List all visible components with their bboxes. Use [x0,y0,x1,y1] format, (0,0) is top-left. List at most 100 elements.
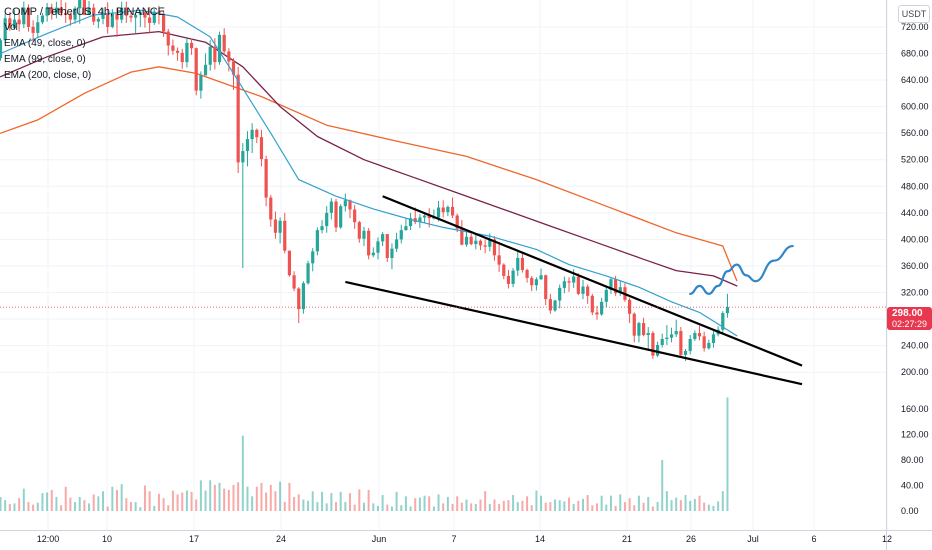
volume-bar [241,435,244,511]
candle-body [115,13,119,20]
candle-body [553,300,557,311]
volume-bar [423,495,426,511]
volume-bar [675,497,678,511]
candle-body [129,15,133,18]
volume-bar [22,488,25,511]
time-tick-label: 21 [622,534,632,544]
price-tick-label: 720.00 [901,22,929,32]
candle-body [273,219,278,233]
candle-body [446,206,450,213]
volume-bar [120,484,123,511]
candle-body [618,287,622,294]
volume-bar [246,486,249,511]
volume-bar [516,502,519,511]
volume-bar [502,500,505,511]
volume-bar [712,505,715,511]
candle-body [455,215,459,229]
volume-bar [232,484,235,511]
volume-bar [148,491,151,511]
candle-body [0,40,3,59]
volume-bar [418,497,421,511]
volume-bar [512,495,515,511]
volume-bar [470,503,473,511]
volume-bar [325,503,328,511]
candle-body [31,26,35,33]
volume-bar [376,505,379,511]
candle-body [567,281,571,283]
candle-body [297,288,301,310]
volume-bar [609,495,612,511]
volume-bar [237,482,240,511]
candle-body [395,239,399,249]
volume-bar [223,488,226,511]
volume-bar [591,505,594,511]
candle-body [614,279,618,294]
candle-body [609,279,613,290]
candle-body [120,7,124,20]
volume-bar [213,484,216,511]
volume-bar [111,486,114,511]
volume-bar [628,498,631,511]
volume-bar [605,504,608,511]
candle-body [26,7,31,27]
last-price-value: 298.00 [892,308,923,319]
trendline-upper [382,195,803,367]
volume-bar [651,506,654,511]
volume-bar [218,482,221,511]
candle-body [539,275,543,280]
volume-tick-label: 160.00 [901,404,929,414]
volume-bar [125,498,128,511]
last-price-badge: 298.00 02:27:29 [887,307,932,330]
volume-tick-label: 120.00 [901,429,929,439]
candle-body [259,137,264,160]
volume-bar [540,495,543,511]
candle-body [497,255,501,265]
candle-body [390,248,394,258]
volume-bar [721,491,724,511]
volume-bar [465,499,468,511]
legend-ema200[interactable]: EMA (200, close, 0) [4,70,92,81]
candle-body [157,11,161,14]
candle-body [399,230,403,240]
currency-badge[interactable]: USDT [898,5,930,23]
candle-body [40,15,45,23]
price-tick-label: 520.00 [901,155,929,165]
candle-body [572,276,576,283]
legend-ema99[interactable]: EMA (99, close, 0) [4,54,86,65]
volume-bar [372,503,375,511]
candle-body [469,236,473,245]
volume-bar [88,503,91,511]
candle-body [474,240,478,245]
volume-bar [665,491,668,511]
candle-body [581,286,585,294]
symbol-title[interactable]: COMP / TetherUS, 4h, BINANCE [4,6,165,18]
volume-bar [586,495,589,511]
legend-ema49[interactable]: EMA (49, close, 0) [4,38,86,49]
candle-body [236,74,240,163]
volume-bar [46,492,49,511]
candle-body [36,22,40,33]
candle-body [450,206,455,216]
volume-bar [642,502,645,511]
volume-bar [582,498,584,511]
projection-path [689,244,794,295]
volume-bar [535,490,538,511]
time-tick-label: 24 [276,534,286,544]
candle-body [558,287,562,301]
volume-bar [181,492,184,511]
time-tick-label: 12 [882,534,892,544]
candle-body [702,336,706,349]
volume-bar [60,505,63,511]
candle-body [516,257,520,271]
legend-volume[interactable]: Vol [4,22,18,33]
candle-body [595,312,599,315]
ema49-layer [0,9,738,337]
candle-body [96,18,100,22]
volume-bar [367,489,370,511]
volume-bar [279,481,282,511]
volume-bar [335,502,338,511]
volume-bar [362,502,365,511]
candle-body [227,51,231,62]
candle-body [576,276,580,294]
